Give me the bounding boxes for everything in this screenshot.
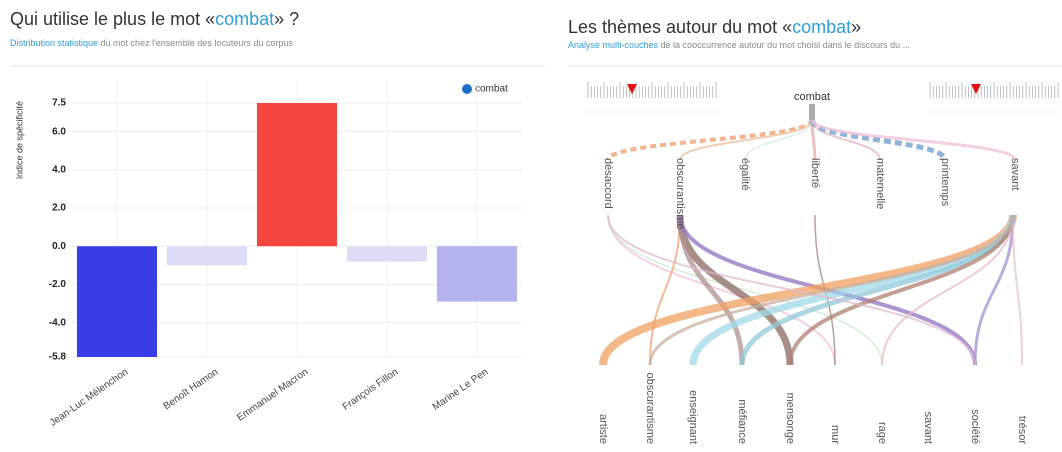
legend-dot bbox=[462, 84, 472, 94]
x-tick-label: Benoît Hamon bbox=[162, 367, 221, 413]
link bbox=[607, 214, 976, 366]
x-tick-label: Emmanuel Macron bbox=[235, 367, 310, 424]
y-tick-label: -5.8 bbox=[49, 352, 67, 363]
y-tick-label: -2.0 bbox=[49, 279, 67, 290]
subtitle-link[interactable]: Analyse multi-couches bbox=[568, 40, 659, 50]
link bbox=[677, 214, 745, 366]
y-axis-label: indice de spécificité bbox=[14, 101, 24, 179]
y-tick-label: 7.5 bbox=[52, 98, 66, 109]
link bbox=[973, 214, 1015, 366]
theme-word[interactable]: printemps bbox=[939, 158, 951, 207]
link bbox=[810, 119, 1017, 161]
bar bbox=[256, 103, 338, 247]
cooccurrent-word[interactable]: savant bbox=[922, 412, 934, 444]
legend-label[interactable]: combat bbox=[475, 84, 508, 95]
y-tick-label: 6.0 bbox=[52, 126, 66, 137]
cooccurrent-word[interactable]: méfiance bbox=[736, 399, 748, 444]
link bbox=[606, 118, 814, 162]
y-tick-label: -4.0 bbox=[49, 317, 67, 328]
cooccurrent-word[interactable]: enseignant bbox=[687, 390, 699, 444]
link bbox=[809, 118, 948, 162]
subtitle-link[interactable]: Distribution statistique bbox=[10, 38, 98, 48]
link bbox=[744, 119, 813, 161]
x-tick-label: François Fillon bbox=[341, 367, 401, 413]
cooccurrent-word[interactable]: rage bbox=[876, 422, 888, 444]
cooccurrent-word[interactable]: obscurantisme bbox=[644, 372, 656, 444]
diagram-subtitle: Analyse multi-couches de la cooccurrence… bbox=[568, 40, 910, 50]
link bbox=[881, 214, 1014, 366]
cooccurrent-word[interactable]: mensonge bbox=[784, 393, 796, 444]
subtitle-text: de la cooccurrence autour du mot choisi … bbox=[658, 40, 910, 50]
y-tick-label: 0.0 bbox=[52, 241, 66, 252]
theme-word[interactable]: désaccord bbox=[602, 158, 614, 209]
x-tick-label: Jean-Luc Mélenchon bbox=[48, 367, 130, 429]
diagram-title: Les thèmes autour du mot «combat» bbox=[568, 17, 861, 37]
title-part: Les thèmes autour du mot « bbox=[568, 17, 792, 37]
theme-word[interactable]: savant bbox=[1009, 158, 1021, 190]
link bbox=[607, 214, 883, 366]
y-tick-label: 2.0 bbox=[52, 203, 66, 214]
chart-subtitle: Distribution statistique du mot chez l'e… bbox=[10, 38, 293, 48]
bar bbox=[166, 246, 248, 266]
link bbox=[607, 214, 836, 366]
subtitle-text: du mot chez l'ensemble des locuteurs du … bbox=[98, 38, 293, 48]
cooccurrent-word[interactable]: trésor bbox=[1016, 416, 1028, 444]
chart-title: Qui utilise le plus le mot «combat» ? bbox=[10, 9, 299, 29]
sliders[interactable] bbox=[587, 82, 1059, 113]
title-part: » bbox=[851, 17, 861, 37]
link bbox=[649, 214, 681, 366]
link bbox=[788, 214, 1015, 366]
link bbox=[679, 119, 813, 161]
link bbox=[648, 214, 1015, 366]
theme-word[interactable]: maternelle bbox=[874, 158, 886, 209]
root-node bbox=[809, 104, 815, 120]
title-keyword: combat bbox=[215, 9, 274, 29]
theme-word[interactable]: égalité bbox=[739, 158, 751, 190]
slider-handle[interactable] bbox=[971, 84, 981, 94]
bar bbox=[346, 246, 428, 262]
bar bbox=[436, 246, 518, 302]
cooccurrent-word[interactable]: artiste bbox=[597, 414, 609, 444]
root-word: combat bbox=[794, 91, 830, 103]
links bbox=[599, 118, 1023, 366]
title-part: Qui utilise le plus le mot « bbox=[10, 9, 215, 29]
title-part: » ? bbox=[274, 9, 299, 29]
x-tick-label: Marine Le Pen bbox=[431, 367, 491, 413]
cooccurrent-word[interactable]: mur bbox=[829, 425, 841, 444]
link bbox=[676, 214, 794, 366]
slider-handle[interactable] bbox=[627, 84, 637, 94]
theme-word[interactable]: liberté bbox=[809, 158, 821, 188]
cooccurrent-word[interactable]: société bbox=[969, 409, 981, 444]
title-keyword: combat bbox=[792, 17, 851, 37]
bar bbox=[76, 246, 158, 357]
theme-word[interactable]: obscurantisme bbox=[674, 158, 686, 230]
y-tick-label: 4.0 bbox=[52, 164, 66, 175]
link bbox=[1012, 214, 1023, 366]
